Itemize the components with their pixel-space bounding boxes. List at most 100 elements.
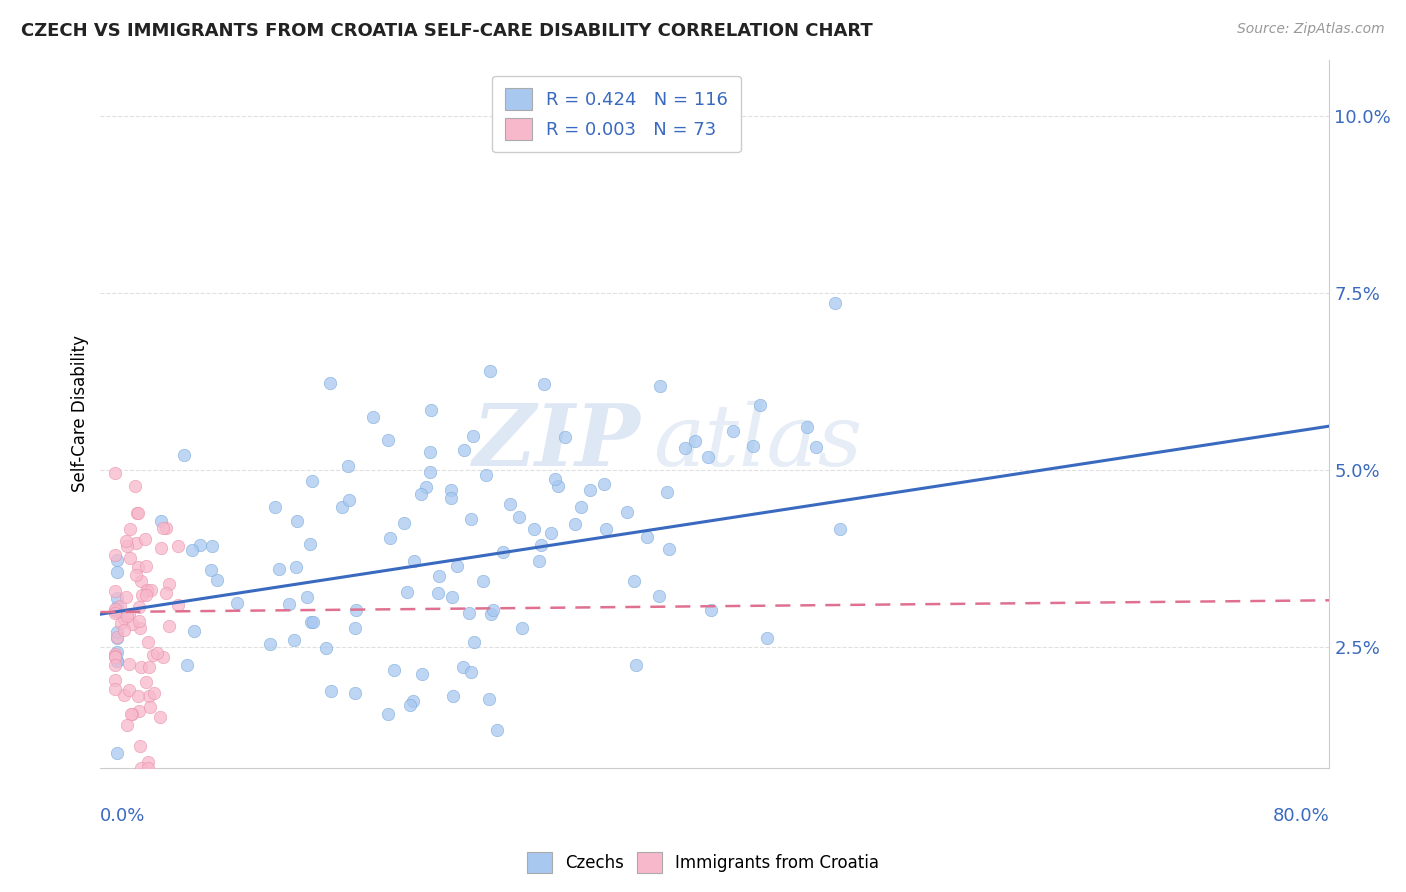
Point — [529, 554, 551, 568]
Point — [277, 597, 299, 611]
Point — [136, 634, 159, 648]
Point — [125, 536, 148, 550]
Point — [155, 521, 177, 535]
Point — [200, 563, 222, 577]
Point — [105, 654, 128, 668]
Point — [415, 480, 437, 494]
Point — [446, 558, 468, 573]
Y-axis label: Self-Care Disability: Self-Care Disability — [72, 335, 89, 492]
Point — [523, 522, 546, 536]
Point — [648, 379, 671, 393]
Point — [112, 689, 135, 703]
Point — [104, 606, 127, 620]
Point — [508, 510, 530, 524]
Point — [748, 398, 770, 412]
Point — [330, 500, 353, 515]
Point — [188, 538, 211, 552]
Point — [124, 479, 146, 493]
Point — [121, 706, 143, 721]
Point — [463, 634, 485, 648]
Point — [128, 615, 150, 629]
Text: CZECH VS IMMIGRANTS FROM CROATIA SELF-CARE DISABILITY CORRELATION CHART: CZECH VS IMMIGRANTS FROM CROATIA SELF-CA… — [21, 22, 873, 40]
Point — [105, 625, 128, 640]
Point — [142, 686, 165, 700]
Point — [104, 648, 127, 662]
Point — [104, 681, 127, 696]
Point — [108, 599, 131, 613]
Point — [796, 420, 818, 434]
Point — [540, 526, 562, 541]
Point — [471, 574, 494, 588]
Point — [533, 377, 555, 392]
Point — [427, 586, 450, 600]
Point — [482, 603, 505, 617]
Point — [510, 621, 533, 635]
Point — [683, 434, 706, 448]
Point — [105, 604, 128, 618]
Point — [285, 559, 308, 574]
Point — [104, 604, 127, 618]
Point — [624, 658, 647, 673]
Point — [105, 565, 128, 579]
Point — [344, 686, 367, 700]
Point — [115, 534, 138, 549]
Point — [181, 542, 204, 557]
Point — [675, 441, 697, 455]
Point — [134, 532, 156, 546]
Point — [481, 607, 503, 622]
Point — [115, 718, 138, 732]
Point — [138, 660, 160, 674]
Point — [394, 516, 416, 530]
Point — [564, 517, 586, 532]
Point — [128, 599, 150, 614]
Point — [398, 698, 420, 713]
Point — [157, 577, 180, 591]
Point — [205, 573, 228, 587]
Point — [377, 707, 399, 722]
Point — [127, 506, 149, 520]
Point — [824, 295, 846, 310]
Text: ZIP: ZIP — [474, 401, 641, 483]
Point — [146, 646, 169, 660]
Point — [131, 588, 153, 602]
Point — [321, 683, 343, 698]
Point — [121, 617, 143, 632]
Point — [112, 612, 135, 626]
Point — [167, 598, 190, 612]
Point — [419, 445, 441, 459]
Point — [105, 631, 128, 645]
Point — [105, 630, 128, 644]
Point — [344, 621, 367, 635]
Point — [457, 606, 479, 620]
Point — [136, 755, 159, 769]
Point — [636, 530, 658, 544]
Point — [460, 665, 482, 679]
Point — [828, 522, 851, 536]
Point — [441, 590, 464, 604]
Point — [441, 689, 464, 703]
Point — [427, 569, 450, 583]
Point — [127, 560, 149, 574]
Point — [118, 683, 141, 698]
Point — [135, 584, 157, 599]
Point — [402, 554, 425, 568]
Point — [301, 475, 323, 489]
Point — [135, 588, 157, 602]
Point — [411, 667, 433, 681]
Point — [269, 562, 291, 576]
Point — [129, 761, 152, 775]
Point — [418, 465, 440, 479]
Point — [648, 589, 671, 603]
Point — [283, 633, 305, 648]
Point — [742, 439, 765, 453]
Point — [419, 403, 441, 417]
Point — [361, 410, 384, 425]
Point — [226, 596, 249, 610]
Point — [319, 376, 342, 391]
Point — [315, 641, 337, 656]
Point — [104, 548, 127, 562]
Point — [804, 441, 827, 455]
Point — [344, 602, 367, 616]
Point — [142, 648, 165, 662]
Point — [492, 545, 515, 559]
